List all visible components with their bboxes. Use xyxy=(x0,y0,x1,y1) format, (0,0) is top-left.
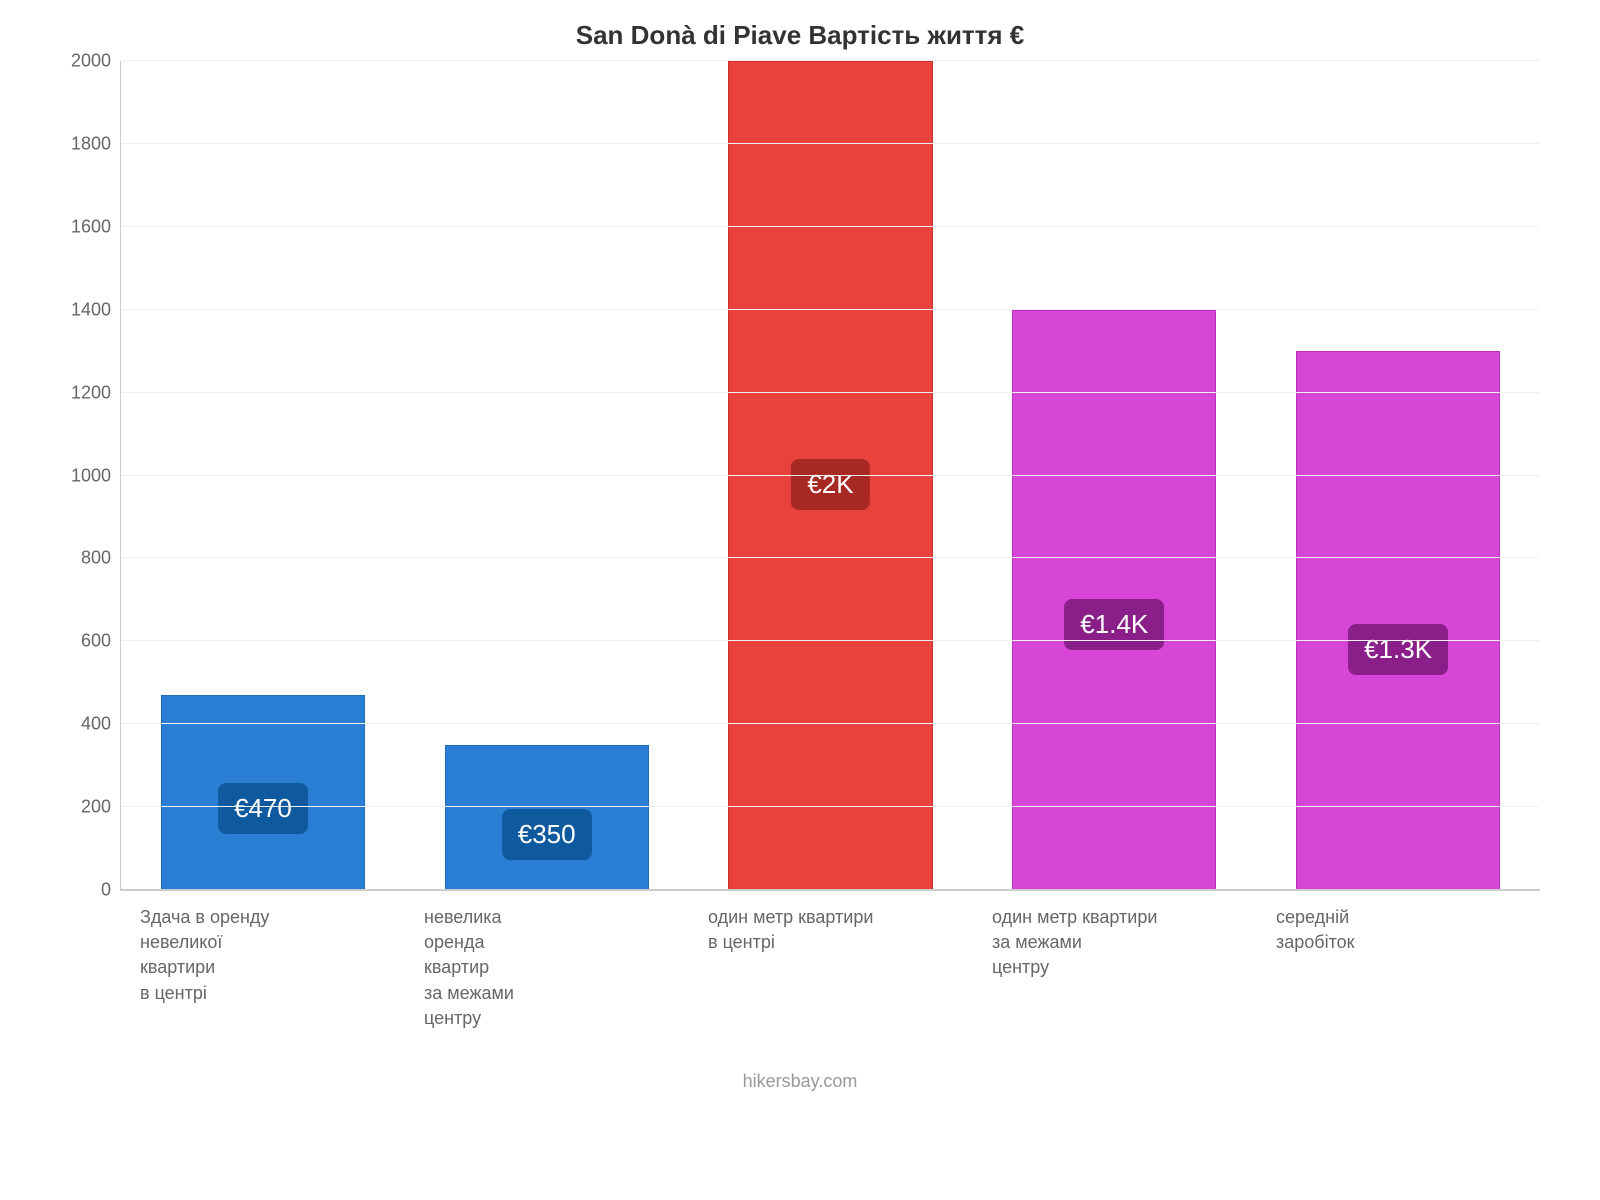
ytick-label: 1800 xyxy=(71,133,121,154)
x-label-line: невеликої xyxy=(140,930,394,955)
x-label-line: центру xyxy=(992,955,1246,980)
ytick-label: 1000 xyxy=(71,465,121,486)
chart-title: San Donà di Piave Вартість життя € xyxy=(40,20,1560,51)
gridline: 1000 xyxy=(121,475,1540,476)
value-badge: €350 xyxy=(502,809,592,860)
x-label-line: в центрі xyxy=(708,930,962,955)
x-label-line: середній xyxy=(1276,905,1530,930)
chart-container: San Donà di Piave Вартість життя € €470€… xyxy=(0,0,1600,1200)
bar: €2K xyxy=(728,61,932,890)
ytick-label: 1600 xyxy=(71,216,121,237)
x-label-line: квартири xyxy=(140,955,394,980)
x-label-line: оренда xyxy=(424,930,678,955)
x-label-line: Здача в оренду xyxy=(140,905,394,930)
x-label: один метр квартирив центрі xyxy=(688,891,972,1031)
ytick-label: 400 xyxy=(81,714,121,735)
attribution-text: hikersbay.com xyxy=(40,1071,1560,1092)
x-label-line: в центрі xyxy=(140,981,394,1006)
gridline: 1800 xyxy=(121,143,1540,144)
bar-slot: €2K xyxy=(689,61,973,890)
gridline: 800 xyxy=(121,557,1540,558)
bar: €350 xyxy=(445,745,649,890)
x-label-line: заробіток xyxy=(1276,930,1530,955)
ytick-label: 0 xyxy=(101,880,121,901)
x-label: один метр квартириза межамицентру xyxy=(972,891,1256,1031)
gridline: 1600 xyxy=(121,226,1540,227)
ytick-label: 200 xyxy=(81,797,121,818)
x-label-line: квартир xyxy=(424,955,678,980)
bar-slot: €1.3K xyxy=(1256,61,1540,890)
bar-slot: €1.4K xyxy=(972,61,1256,890)
x-label: середнійзаробіток xyxy=(1256,891,1540,1031)
ytick-label: 600 xyxy=(81,631,121,652)
x-axis-labels: Здача в орендуневеликоїквартирив центрін… xyxy=(120,891,1540,1031)
gridline: 0 xyxy=(121,889,1540,890)
bar: €1.4K xyxy=(1012,310,1216,890)
ytick-label: 1200 xyxy=(71,382,121,403)
gridline: 200 xyxy=(121,806,1540,807)
x-label: невеликаорендаквартирза межамицентру xyxy=(404,891,688,1031)
gridline: 1200 xyxy=(121,392,1540,393)
gridline: 1400 xyxy=(121,309,1540,310)
ytick-label: 800 xyxy=(81,548,121,569)
value-badge: €2K xyxy=(791,459,869,510)
x-label-line: за межами xyxy=(424,981,678,1006)
bar-slot: €350 xyxy=(405,61,689,890)
x-label-line: за межами xyxy=(992,930,1246,955)
gridline: 400 xyxy=(121,723,1540,724)
gridline: 2000 xyxy=(121,60,1540,61)
x-label-line: один метр квартири xyxy=(992,905,1246,930)
bar: €1.3K xyxy=(1296,351,1500,890)
gridline: 600 xyxy=(121,640,1540,641)
value-badge: €1.4K xyxy=(1064,599,1164,650)
value-badge: €1.3K xyxy=(1348,624,1448,675)
value-badge: €470 xyxy=(218,783,308,834)
x-label-line: один метр квартири xyxy=(708,905,962,930)
bar: €470 xyxy=(161,695,365,890)
bar-slot: €470 xyxy=(121,61,405,890)
plot-area: €470 €350 €2K €1.4K €1.3K 0 200 400 600 800 1000 1… xyxy=(120,61,1540,891)
x-label-line: невелика xyxy=(424,905,678,930)
x-label-line: центру xyxy=(424,1006,678,1031)
ytick-label: 1400 xyxy=(71,299,121,320)
ytick-label: 2000 xyxy=(71,51,121,72)
bars-row: €470 €350 €2K €1.4K €1.3K xyxy=(121,61,1540,890)
x-label: Здача в орендуневеликоїквартирив центрі xyxy=(120,891,404,1031)
